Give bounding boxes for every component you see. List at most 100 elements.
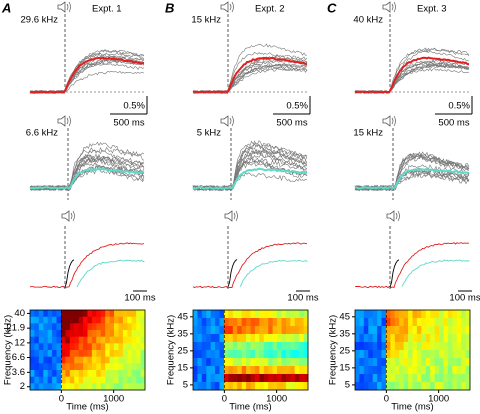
speaker-icon [382,115,391,127]
heatmap-cell [91,310,97,318]
heatmap-cell [127,343,133,351]
heatmap-cell [74,330,79,338]
overlay-red [192,242,308,289]
heatmap-cell [254,326,260,335]
heatmap-cell [96,370,102,378]
heatmap-cell [281,310,287,319]
heatmap-cell [91,370,97,378]
heatmap-cell [377,342,382,351]
heatmap-cell [87,376,93,384]
heatmap-cell [47,376,53,384]
heatmap-cell [228,350,234,359]
heatmap-cell [272,326,278,335]
speaker-icon [224,210,233,222]
heatmap-cell [56,376,62,384]
heatmap-cell [232,358,238,367]
heatmap-cell [215,310,220,319]
heatmap-cell [131,383,137,391]
heatmap-cell [461,318,466,327]
heatmap-cell [399,318,404,327]
y-tick-label: 25 [177,345,188,356]
heatmap-cell [394,358,400,367]
heatmap-cell [246,318,251,327]
heatmap-cell [96,310,102,318]
heatmap-cell [290,310,296,319]
heatmap-cell [118,350,124,358]
y-tick-label: 6.6 [12,352,25,363]
heatmap-cell [34,323,40,331]
heatmap-cell [412,342,418,351]
heatmap-cell [394,382,400,391]
heatmap-cell [241,382,247,391]
heatmap-cell [201,342,207,351]
heatmap-cell [421,318,427,327]
heatmap-cell [131,376,137,384]
heatmap-cell [430,342,435,351]
heatmap-cell [197,350,203,359]
heatmap-cell [386,326,391,335]
heatmap-cell [87,383,93,391]
heatmap-cell [386,318,391,327]
heatmap-cell [290,334,296,343]
heatmap-cell [52,376,57,384]
heatmap-cell [277,318,282,327]
heatmap-cell [456,326,462,335]
heatmap-cell [268,310,273,319]
heatmap-cell [390,334,396,343]
heatmap-cell [372,350,378,359]
heatmap-cell [368,326,374,335]
heatmap-cell [210,358,216,367]
heatmap-cell [140,330,146,338]
trace [29,53,145,94]
heatmap-cell [127,336,133,344]
heatmap-cell [118,310,124,318]
speaker-waves [391,1,396,13]
heatmap-cell [461,374,466,383]
heatmap-cell [272,358,278,367]
heatmap-cell [381,326,387,335]
heatmap-cell [43,363,49,371]
heatmap-cell [131,310,137,318]
heatmap-cell [210,342,216,351]
heatmap-cell [228,334,234,343]
heatmap-cell [421,382,427,391]
heatmap-cell [254,318,260,327]
heatmap-cell [250,342,256,351]
y-axis-title: Frequency (kHz) [328,315,339,385]
heatmap-cell [118,343,124,351]
heatmap-cell [434,342,440,351]
heatmap-cell [52,310,57,318]
heatmap-cell [259,326,265,335]
heatmap-cell [56,336,62,344]
heatmap-cell [30,370,35,378]
heatmap-cell [136,336,141,344]
heatmap-cell [47,356,53,364]
heatmap-cell [201,350,207,359]
heatmap-cell [118,383,124,391]
heatmap-cell [140,310,146,318]
heatmap-cell [206,350,212,359]
heatmap-cell [268,326,273,335]
heatmap-cell [61,310,66,318]
scale-y-label: 0.5% [286,101,308,112]
speaker-waves [66,1,71,13]
heatmap-cell [91,330,97,338]
heatmap-cell [403,326,409,335]
heatmap-cell [78,343,84,351]
heatmap-cell [74,316,79,324]
heatmap-cell [363,350,369,359]
heatmap-cell [61,343,66,351]
heatmap-cell [140,343,146,351]
heatmap-cell [386,358,391,367]
scale-y-label: 0.5% [448,101,470,112]
heatmap-cell [439,366,444,375]
heatmap-cell [294,374,300,383]
heatmap-cell [52,336,57,344]
mean-trace [354,56,470,94]
heatmap-cell [201,374,207,383]
heatmap-cell [127,330,133,338]
heatmap-cell [56,343,62,351]
x-tick-label: 0 [222,394,227,405]
heatmap-cell [100,336,106,344]
heatmap-cell [372,326,378,335]
